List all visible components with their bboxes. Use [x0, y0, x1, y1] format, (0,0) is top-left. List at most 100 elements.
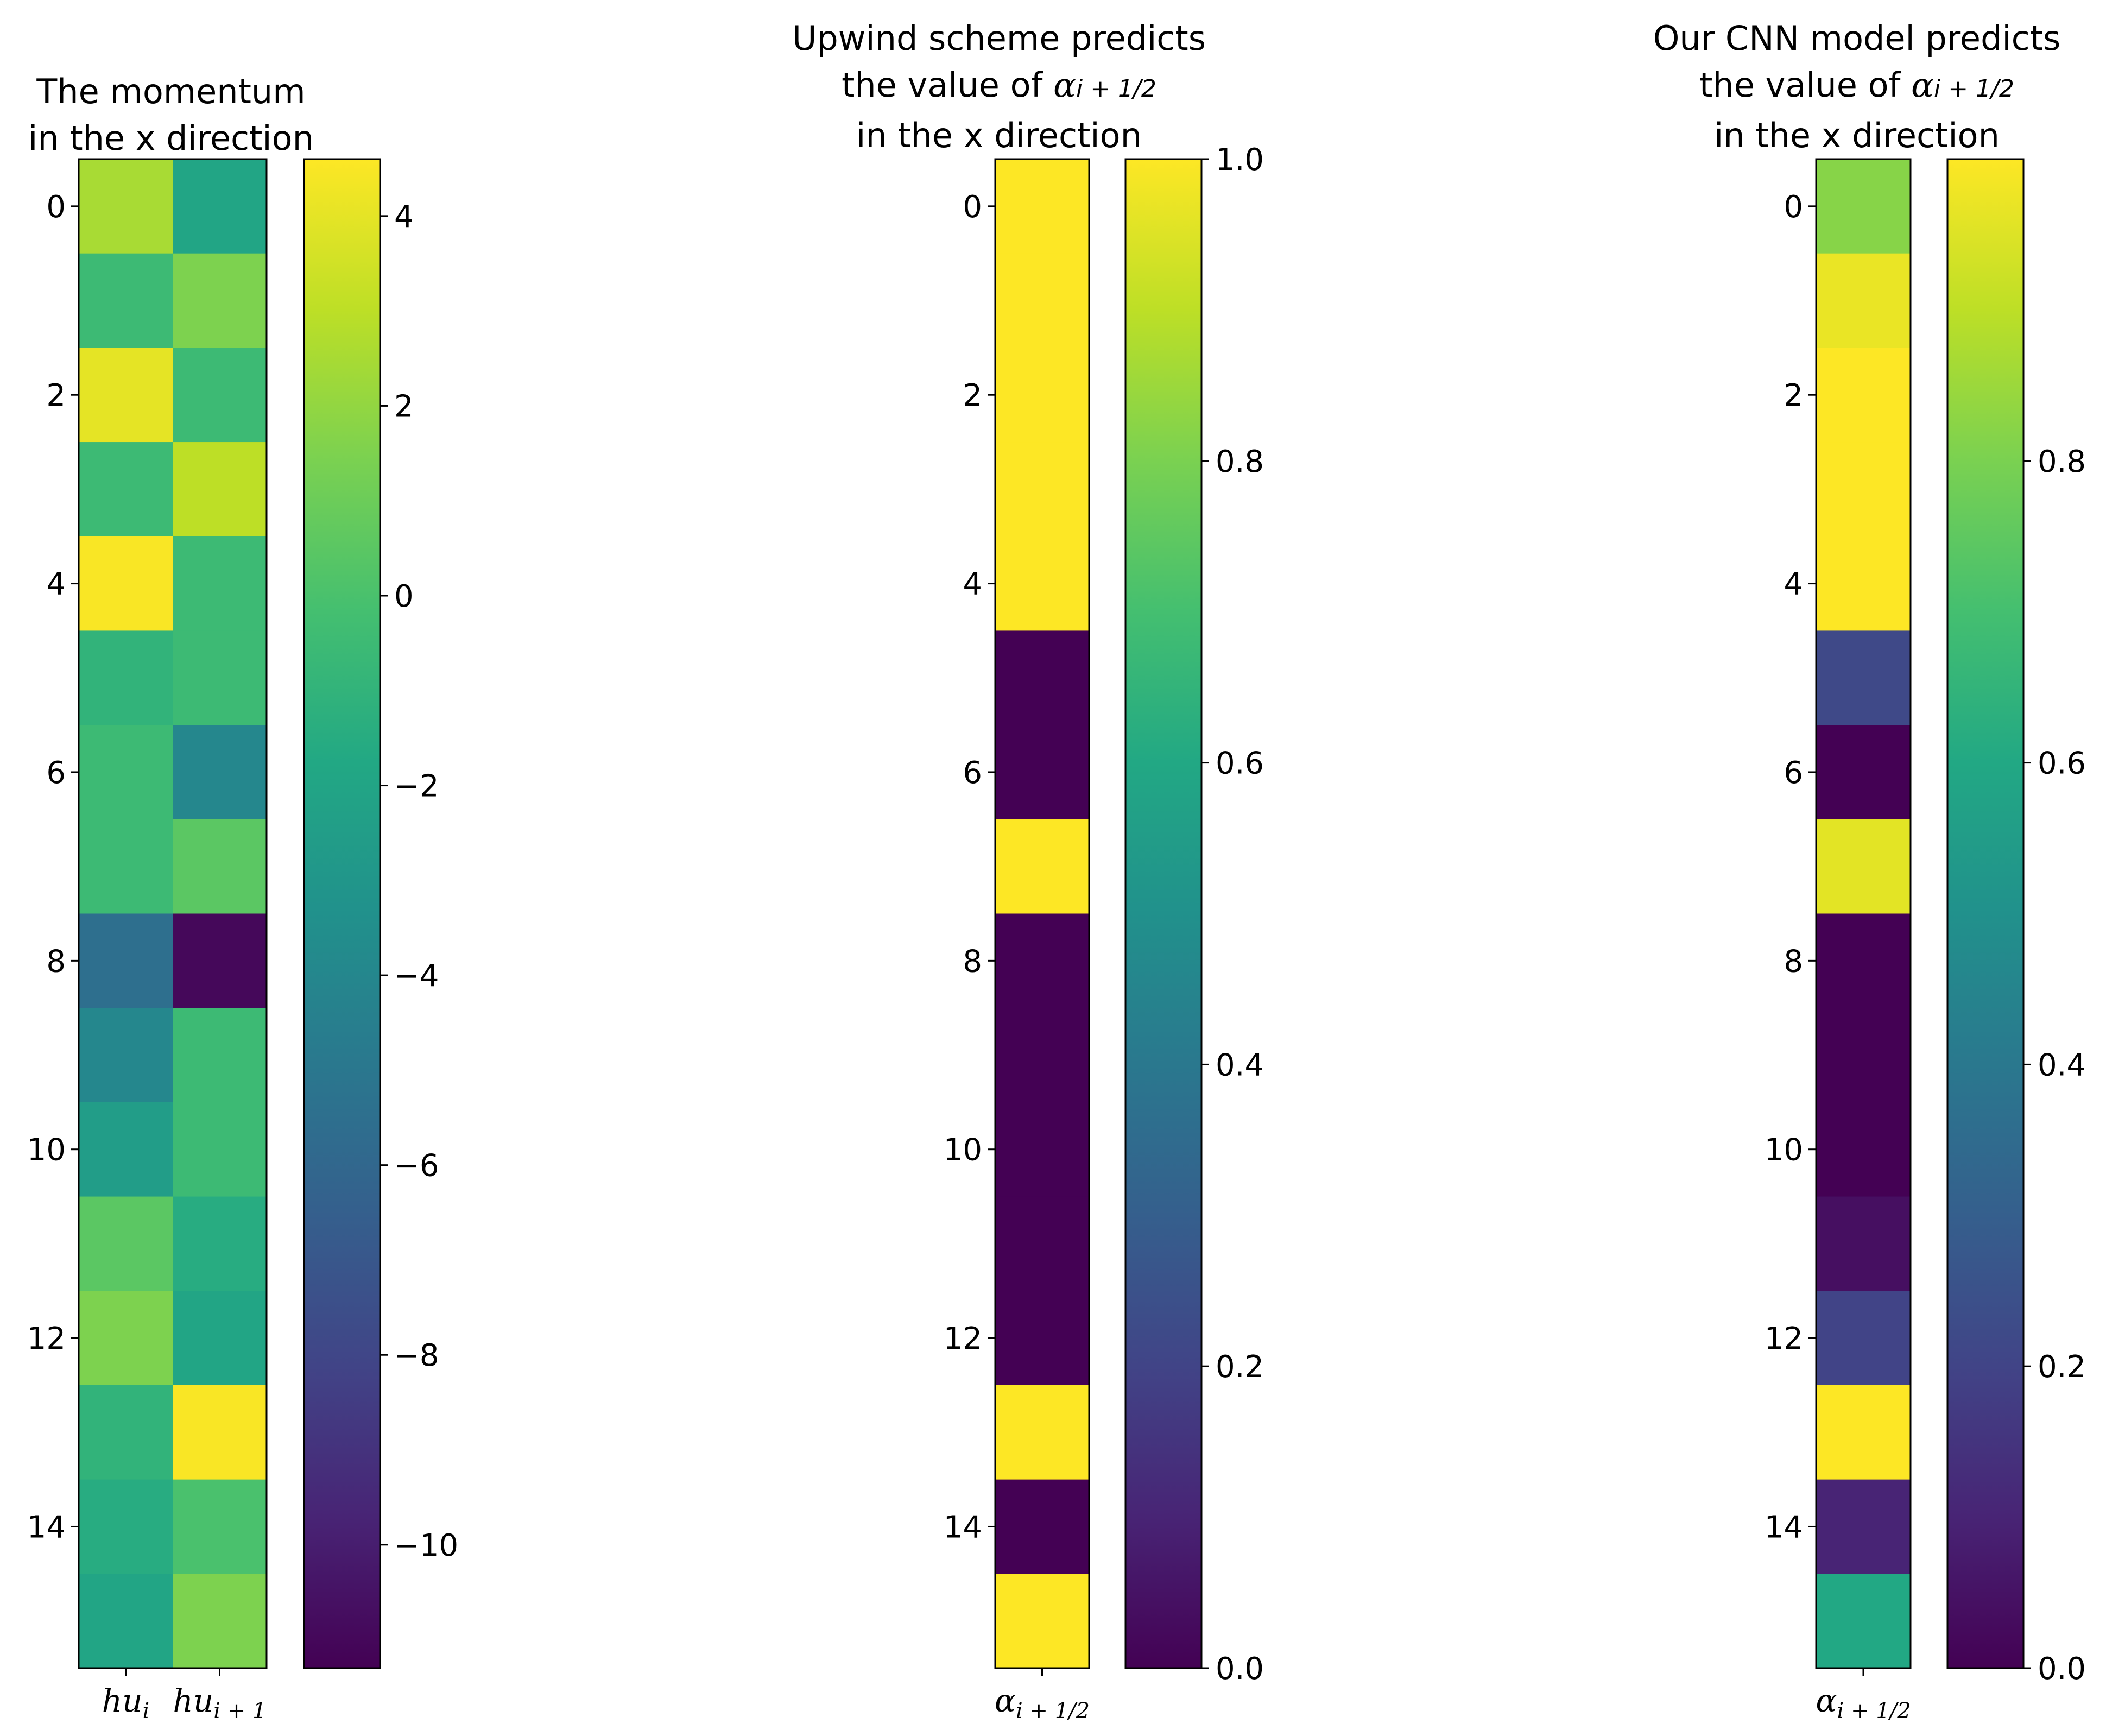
colorbar-frame — [303, 158, 381, 1669]
heatmap-panel-3: 0 2 4 6 8 10 12 14 αi + 1/2 0.8 0.6 0.4 0.2 0.0 — [1765, 158, 2086, 1724]
heatmap-cell — [1816, 159, 1911, 254]
colorbar-tick-label: 0.8 — [1216, 444, 1264, 479]
heatmap-cell — [79, 442, 173, 537]
x-tick-label: hui — [102, 1682, 150, 1724]
colorbar-frame — [1124, 158, 1203, 1669]
heatmap-cell — [1816, 913, 1911, 1008]
y-tick-label: 4 — [963, 567, 982, 602]
y-tick-label: 4 — [1784, 567, 1803, 602]
heatmap-cell — [79, 1008, 173, 1103]
heatmap-cell — [995, 1196, 1090, 1291]
colorbar-tick-label: 0.8 — [2038, 444, 2086, 479]
heatmap-cell — [995, 1574, 1090, 1669]
heatmap-cell — [1816, 442, 1911, 537]
heatmap-cell — [173, 913, 267, 1008]
heatmap-cell — [79, 253, 173, 348]
colorbar-tick-label: −2 — [394, 769, 439, 804]
heatmap-cell — [1816, 1574, 1911, 1669]
y-tick-label: 12 — [944, 1321, 982, 1356]
colorbar-tick-label: 1.0 — [1216, 142, 1264, 178]
y-tick-label: 4 — [46, 567, 66, 602]
x-tick-label-base: α — [995, 1682, 1016, 1719]
x-tick-label-subscript: i — [142, 1699, 149, 1724]
heatmap-cell — [995, 1102, 1090, 1197]
heatmap-cell — [995, 253, 1090, 348]
colorbar-tick-label: 0.0 — [1216, 1651, 1264, 1687]
chart-title-2-line-3: in the x direction — [856, 116, 1142, 155]
heatmap-cell — [173, 1574, 267, 1669]
heatmap-cell — [173, 1479, 267, 1574]
colorbar-tick-label: −10 — [394, 1528, 458, 1563]
colorbar-tick-label: 0 — [394, 579, 414, 614]
heatmap-cell — [173, 348, 267, 443]
x-tick-label-subscript: i + 1/2 — [1016, 1699, 1090, 1724]
heatmap-cell — [173, 630, 267, 725]
x-tick-label-subscript: i + 1/2 — [1837, 1699, 1911, 1724]
chart-title-3-prefix: the value of — [1699, 65, 1912, 105]
y-tick-label: 0 — [46, 190, 66, 225]
y-tick-label: 8 — [963, 944, 982, 979]
heatmap-cell — [995, 1479, 1090, 1574]
heatmap-cell — [79, 1291, 173, 1386]
y-tick-label: 8 — [46, 944, 66, 979]
x-tick-label-subscript: i + 1 — [213, 1699, 266, 1724]
heatmap-cell — [995, 536, 1090, 632]
heatmap-cell — [79, 159, 173, 254]
y-tick-label: 8 — [1784, 944, 1803, 979]
heatmap-cell — [79, 630, 173, 725]
colorbar-tick-label: 0.2 — [1216, 1349, 1264, 1385]
colorbar-tick-label: 0.0 — [2038, 1651, 2086, 1687]
chart-title-3-line-1: Our CNN model predicts — [1653, 18, 2061, 58]
heatmap-cell — [173, 159, 267, 254]
colorbar — [1947, 159, 2023, 1668]
colorbar-tick-label: 4 — [394, 199, 414, 235]
x-tick-label-base: α — [1816, 1682, 1837, 1719]
heatmap-cell — [1816, 1196, 1911, 1291]
heatmap-cell — [173, 1385, 267, 1480]
chart-title-3-line-2: the value of αi + 1/2 — [1607, 62, 2106, 112]
heatmap-cell — [173, 536, 267, 632]
colorbar — [1125, 159, 1201, 1668]
heatmap-cell — [995, 1008, 1090, 1103]
y-tick-label: 0 — [963, 190, 982, 225]
colorbar-tick-label: 0.6 — [2038, 746, 2086, 781]
heatmap-cell — [173, 442, 267, 537]
heatmap-cell — [995, 725, 1090, 820]
colorbar-tick-label: 0.6 — [1216, 746, 1264, 781]
chart-title-2: Upwind scheme predicts the value of αi +… — [771, 15, 1227, 159]
colorbar-tick-label: 0.4 — [2038, 1047, 2086, 1083]
y-tick-label: 6 — [46, 755, 66, 791]
alpha-symbol: α — [1053, 65, 1076, 105]
x-tick-label: αi + 1/2 — [995, 1682, 1090, 1724]
y-tick-label: 10 — [944, 1133, 982, 1168]
y-tick-label: 12 — [1765, 1321, 1803, 1356]
chart-title-2-line-1: Upwind scheme predicts — [792, 18, 1206, 58]
chart-title-2-line-2: the value of αi + 1/2 — [771, 62, 1227, 112]
heatmap-cell — [1816, 725, 1911, 820]
y-tick-label: 10 — [27, 1133, 66, 1168]
heatmap-cell — [173, 1196, 267, 1291]
heatmap-cell — [79, 1102, 173, 1197]
heatmap-cell — [173, 1008, 267, 1103]
chart-title-1: The momentum in the x direction — [0, 68, 347, 162]
chart-title-3: Our CNN model predicts the value of αi +… — [1607, 15, 2106, 159]
heatmap-cell — [1816, 1385, 1911, 1480]
heatmap-cell — [1816, 1291, 1911, 1386]
heatmap-cell — [173, 819, 267, 914]
x-tick-label: hui + 1 — [173, 1682, 267, 1724]
heatmap-cell — [79, 725, 173, 820]
heatmap-cell — [995, 630, 1090, 725]
heatmap-cell — [173, 253, 267, 348]
chart-title-3-line-3: in the x direction — [1714, 116, 2000, 155]
colorbar — [304, 159, 380, 1668]
heatmap-cell — [1816, 536, 1911, 632]
y-tick-label: 10 — [1765, 1133, 1803, 1168]
colorbar-tick-label: 0.4 — [1216, 1047, 1264, 1083]
heatmap-cell — [79, 1385, 173, 1480]
heatmap-cell — [79, 1574, 173, 1669]
heatmap-cell — [995, 442, 1090, 537]
y-tick-label: 0 — [1784, 190, 1803, 225]
heatmap-cell — [1816, 819, 1911, 914]
